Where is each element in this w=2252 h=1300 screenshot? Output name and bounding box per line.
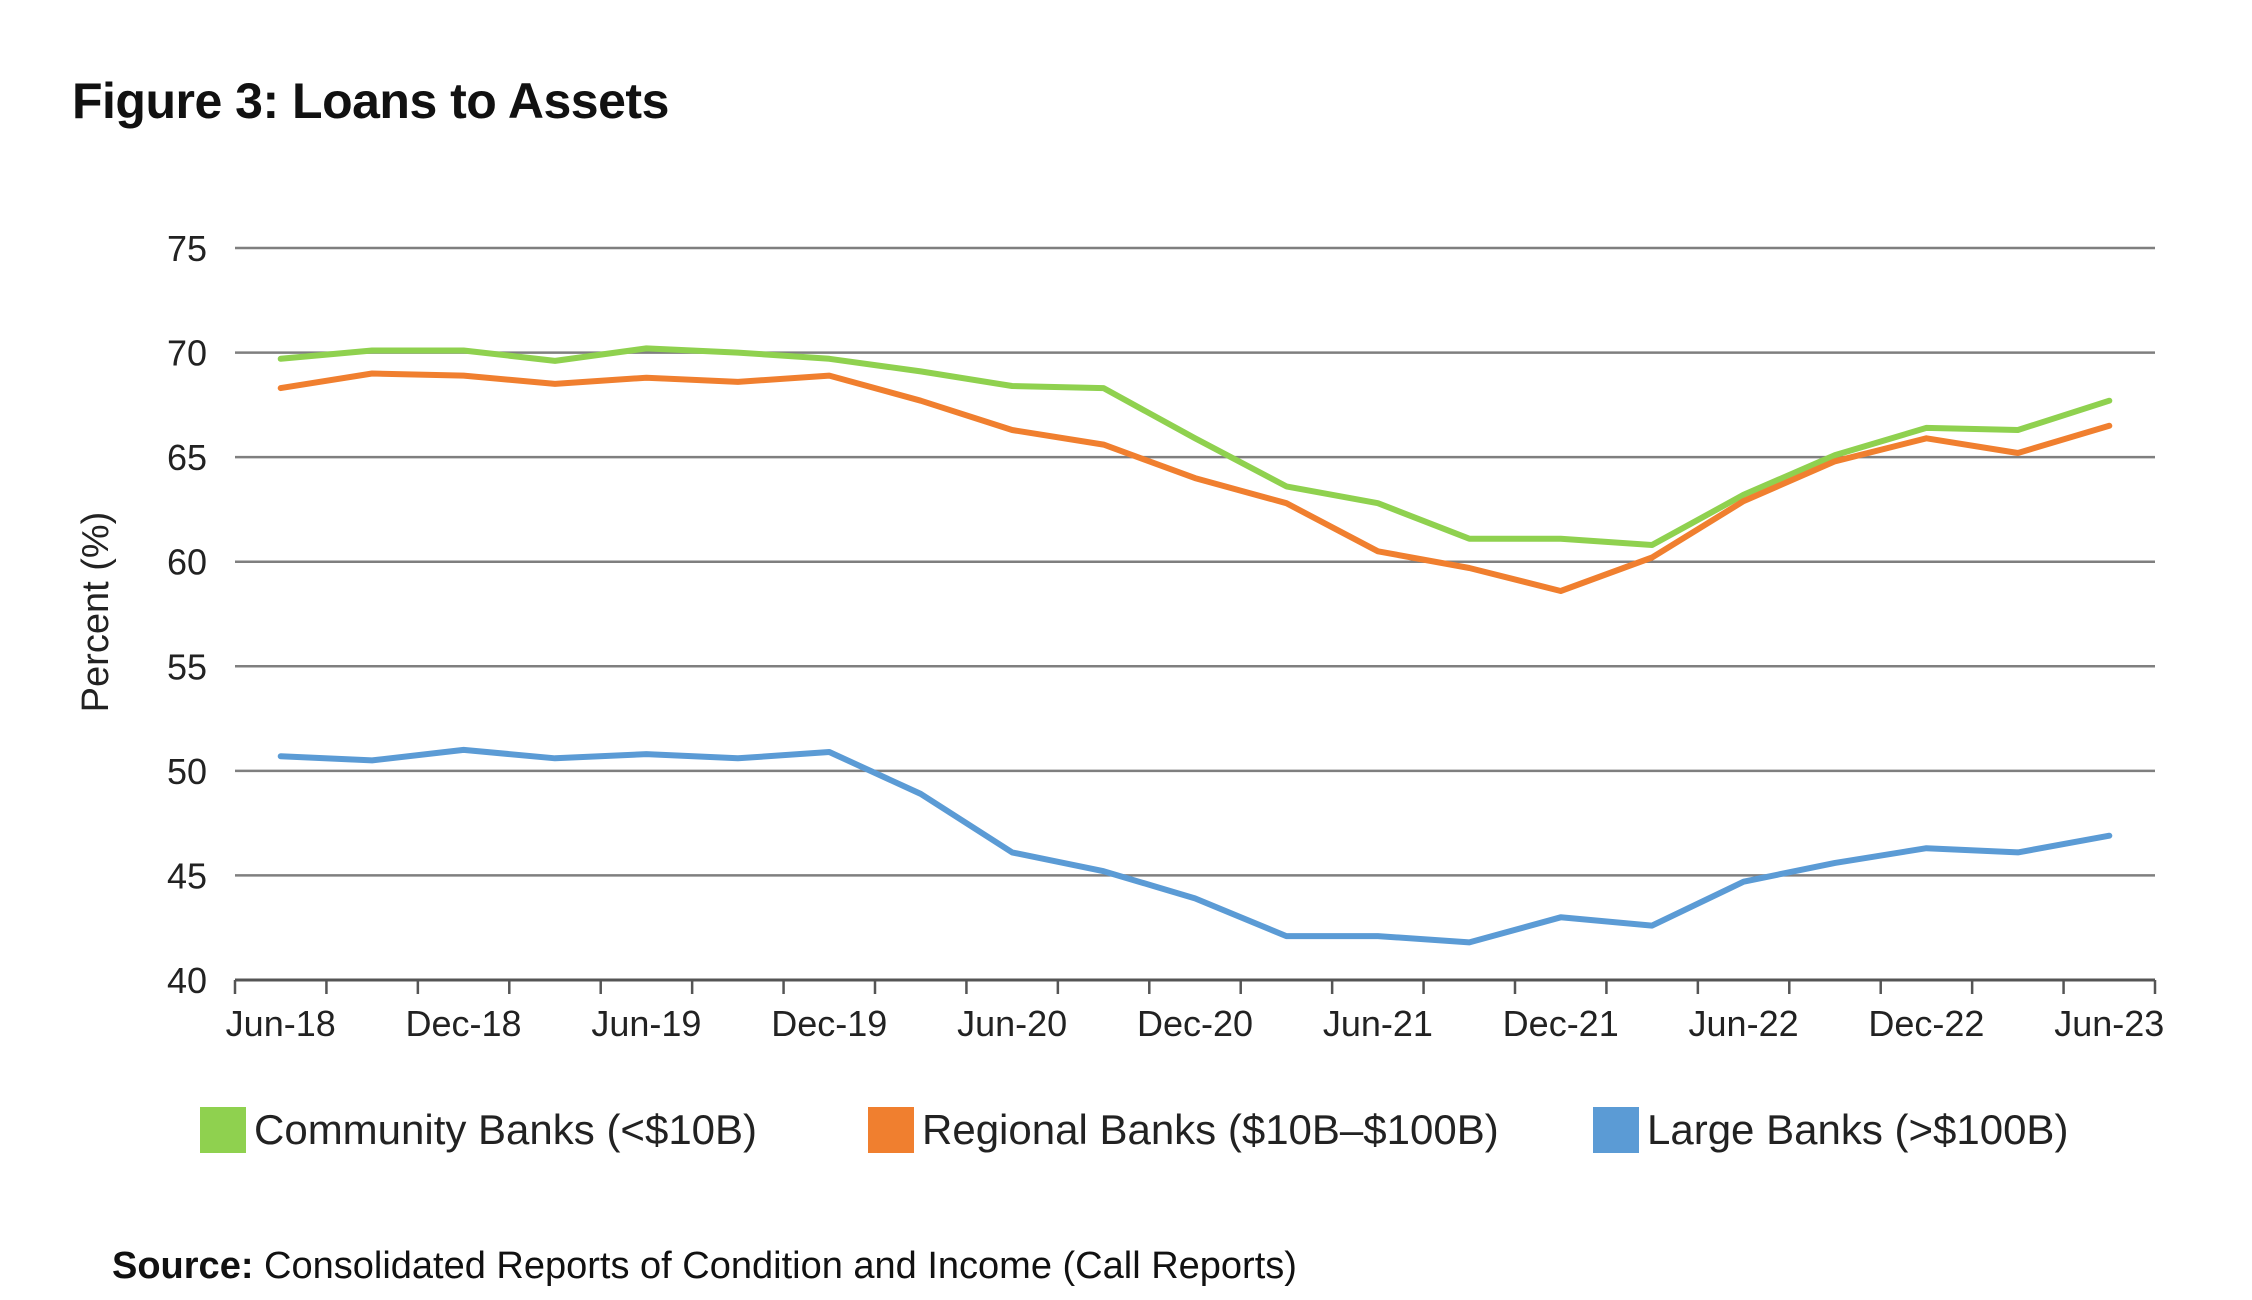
legend-item-1: Regional Banks ($10B–$100B) xyxy=(868,1100,1499,1160)
y-tick-label: 60 xyxy=(167,542,207,583)
legend-label: Large Banks (>$100B) xyxy=(1647,1106,2069,1153)
y-tick-label: 40 xyxy=(167,960,207,1001)
x-tick-label: Jun-19 xyxy=(591,1003,701,1044)
legend-swatch xyxy=(868,1107,914,1153)
legend-label: Community Banks (<$10B) xyxy=(254,1106,758,1153)
y-axis-ticks: 40 45 50 55 60 65 70 75 xyxy=(167,228,207,1001)
line-chart: 40 45 50 55 60 65 70 75 Jun-18 Dec-18 Jun-19 Dec-1… xyxy=(75,228,2164,1044)
y-tick-label: 45 xyxy=(167,855,207,896)
series-line-2 xyxy=(277,746,2113,946)
y-axis-title: Percent (%) xyxy=(75,512,117,713)
x-tick-label: Dec-18 xyxy=(406,1003,522,1044)
source-text: Consolidated Reports of Condition and In… xyxy=(264,1245,1297,1287)
legend-item-0: Community Banks (<$10B) xyxy=(200,1100,757,1160)
y-tick-label: 75 xyxy=(167,228,207,269)
series-line-0 xyxy=(277,345,2113,548)
x-tick-label: Dec-20 xyxy=(1137,1003,1253,1044)
chart-legend: Community Banks (<$10B) Regional Banks ($… xyxy=(200,1100,2160,1160)
legend-item-2: Large Banks (>$100B) xyxy=(1593,1100,2068,1160)
source-note: Source: Consolidated Reports of Conditio… xyxy=(112,1245,1297,1288)
legend-label: Regional Banks ($10B–$100B) xyxy=(922,1106,1499,1153)
legend-swatch xyxy=(200,1107,246,1153)
figure-title: Figure 3: Loans to Assets xyxy=(72,73,669,129)
legend-swatch xyxy=(1593,1107,1639,1153)
x-tick-label: Jun-20 xyxy=(957,1003,1067,1044)
x-tick-label: Jun-22 xyxy=(1689,1003,1799,1044)
y-tick-label: 55 xyxy=(167,646,207,687)
x-tick-label: Jun-18 xyxy=(226,1003,336,1044)
series-line-1 xyxy=(277,370,2113,594)
x-tick-label: Dec-22 xyxy=(1868,1003,1984,1044)
x-tick-label: Jun-23 xyxy=(2054,1003,2164,1044)
x-axis: Jun-18 Dec-18 Jun-19 Dec-19 Jun-20 Dec-20 Jun-… xyxy=(226,978,2164,1044)
y-tick-label: 70 xyxy=(167,333,207,374)
x-tick-label: Dec-19 xyxy=(771,1003,887,1044)
gridlines xyxy=(235,246,2155,877)
y-tick-label: 65 xyxy=(167,437,207,478)
series-lines xyxy=(277,345,2113,946)
x-tick-label: Jun-21 xyxy=(1323,1003,1433,1044)
x-tick-label: Dec-21 xyxy=(1503,1003,1619,1044)
y-tick-label: 50 xyxy=(167,751,207,792)
source-label: Source: xyxy=(112,1245,254,1287)
